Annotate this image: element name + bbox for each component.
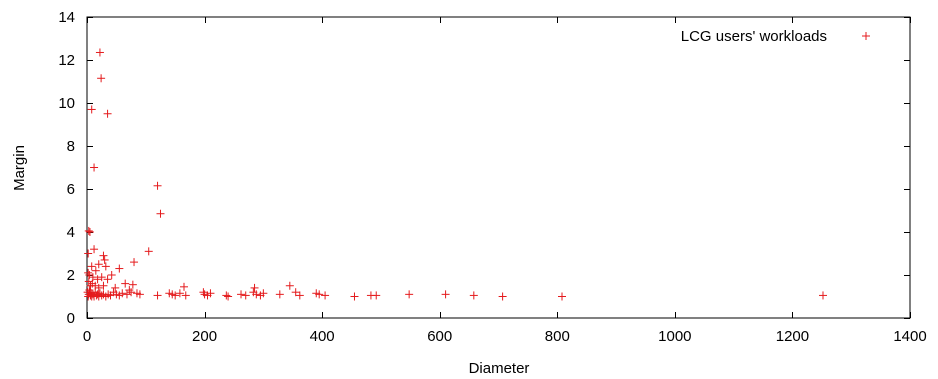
legend-label: LCG users' workloads (681, 28, 827, 45)
data-point (469, 291, 478, 300)
data-point (153, 291, 162, 300)
data-points (83, 48, 827, 301)
x-tick-label: 200 (192, 328, 217, 345)
data-point (350, 292, 359, 301)
y-tick-label: 12 (58, 52, 75, 69)
data-point (241, 291, 250, 300)
data-point (121, 279, 130, 288)
data-point (118, 289, 127, 298)
data-point (84, 249, 93, 258)
data-point (97, 291, 106, 300)
data-point (107, 271, 116, 279)
data-point (95, 289, 104, 298)
data-point (103, 275, 112, 284)
data-point (97, 273, 106, 282)
data-point (315, 290, 324, 299)
data-point (127, 288, 136, 297)
x-tick-label: 1200 (776, 328, 809, 345)
data-point (99, 251, 108, 260)
data-point (90, 163, 99, 172)
data-point (199, 288, 208, 297)
data-point (93, 275, 102, 284)
data-point (128, 280, 137, 289)
data-point (171, 291, 180, 300)
y-axis-title: Margin (11, 145, 28, 191)
data-point (156, 209, 165, 218)
data-point (94, 260, 103, 269)
data-point (206, 289, 215, 298)
data-point (115, 264, 124, 273)
data-point (130, 258, 139, 267)
y-tick-label: 0 (67, 310, 75, 327)
data-point (87, 105, 96, 114)
data-point (285, 281, 294, 290)
data-point (321, 291, 330, 300)
x-tick-label: 600 (427, 328, 452, 345)
data-point (84, 226, 93, 235)
y-tick-label: 6 (67, 181, 75, 198)
data-point (91, 266, 100, 275)
data-point (85, 286, 94, 295)
data-point (498, 292, 507, 301)
data-point (252, 290, 261, 299)
data-point (557, 292, 566, 301)
data-point (84, 277, 93, 286)
data-point (818, 291, 827, 300)
x-tick-label: 800 (545, 328, 570, 345)
data-point (85, 271, 94, 279)
x-tick-label: 400 (310, 328, 335, 345)
y-tick-label: 10 (58, 95, 75, 112)
data-point (85, 228, 94, 236)
data-point (295, 291, 304, 300)
y-tick-label: 8 (67, 138, 75, 155)
data-point (99, 281, 108, 290)
data-point (179, 282, 188, 291)
data-point (153, 181, 162, 190)
legend-marker (862, 32, 870, 40)
data-point (441, 290, 450, 299)
x-tick-label: 1400 (893, 328, 926, 345)
data-point (250, 283, 259, 292)
x-tick-label: 0 (83, 328, 91, 345)
data-point (181, 291, 190, 300)
y-tick-label: 2 (67, 267, 75, 284)
data-point (97, 74, 106, 83)
data-point (237, 290, 246, 299)
data-point (275, 290, 284, 299)
x-tick-label: 1000 (658, 328, 691, 345)
plot-frame (86, 16, 911, 319)
data-point (291, 288, 300, 297)
data-point (125, 286, 134, 295)
data-point (224, 292, 233, 301)
data-point (111, 283, 120, 292)
y-tick-label: 14 (58, 9, 75, 26)
data-point (259, 289, 268, 298)
data-point (95, 48, 104, 57)
legend: LCG users' workloads (681, 28, 870, 45)
data-point (87, 262, 96, 271)
plot-area (86, 16, 911, 319)
data-point (175, 289, 184, 298)
x-axis-title: Diameter (469, 360, 530, 377)
data-point (88, 273, 97, 282)
data-point (84, 268, 93, 277)
data-point (222, 291, 231, 300)
data-point (94, 283, 103, 292)
data-point (135, 290, 144, 299)
data-point (90, 245, 99, 254)
data-point (122, 290, 131, 299)
data-point (103, 109, 112, 118)
y-tick-label: 4 (67, 224, 75, 241)
data-point (101, 262, 110, 271)
data-point (405, 290, 414, 299)
data-point (144, 247, 153, 256)
data-point (100, 255, 109, 264)
axis-ticks: 0 200 400 600 800 1000 1200 1400 0 2 4 6 8 10 12 14 (58, 9, 926, 345)
data-point (372, 291, 381, 300)
